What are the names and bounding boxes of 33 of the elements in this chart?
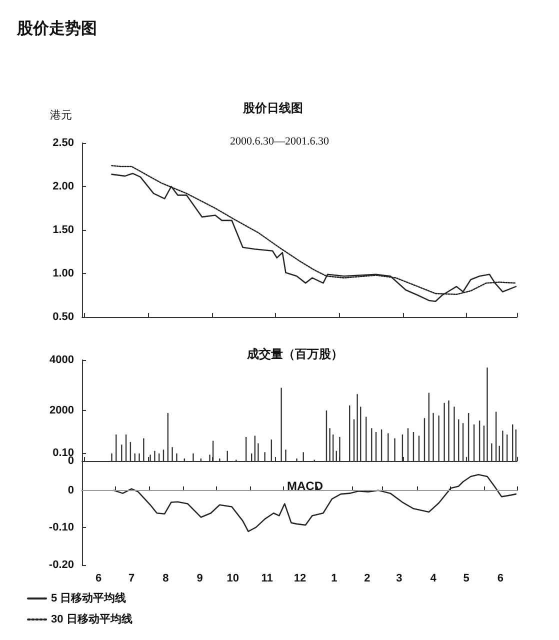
y-tick-label: -0.20 <box>48 559 74 571</box>
x-tick-label: 5 <box>463 572 470 584</box>
chart-subtitle: 股价日线图 <box>242 101 303 115</box>
x-tick-label: 3 <box>396 572 402 584</box>
line-series <box>113 474 517 532</box>
x-tick-label: 2 <box>364 572 370 584</box>
chart-title: 股价走势图 <box>16 20 97 38</box>
x-tick-label: 10 <box>226 572 239 584</box>
y-tick-label: 2.50 <box>52 137 74 149</box>
x-tick-label: 1 <box>331 572 338 584</box>
x-tick-label: 7 <box>128 572 135 584</box>
x-tick-label: 4 <box>430 572 438 584</box>
text: MACD <box>287 479 324 493</box>
x-tick-label: 6 <box>497 572 504 584</box>
y-tick-label: 2.00 <box>52 180 74 192</box>
y-tick-label: 4000 <box>50 354 74 366</box>
y-tick-label: 0 <box>68 484 74 496</box>
x-tick-label: 12 <box>294 572 306 584</box>
x-tick-label: 9 <box>196 572 203 584</box>
x-tick-label: 6 <box>95 572 102 584</box>
annotation: 2000.6.30—2001.6.30 <box>230 136 330 148</box>
legend-label: 30 日移动平均线 <box>51 612 132 626</box>
y-tick-label: -0.10 <box>48 522 74 534</box>
y-tick-label: 0 <box>68 455 74 467</box>
y-tick-label: 1.00 <box>52 268 74 280</box>
y-tick-label: 0.50 <box>52 311 74 323</box>
chart-title: 成交量（百万股） <box>246 347 343 361</box>
y-tick-label: 2000 <box>50 404 74 416</box>
x-tick-label: 8 <box>162 572 169 584</box>
x-tick-label: 11 <box>261 572 273 584</box>
y-axis-title: 港元 <box>50 108 72 122</box>
legend-label: 5 日移动平均线 <box>51 592 126 604</box>
y-tick-label: 1.50 <box>52 224 74 236</box>
